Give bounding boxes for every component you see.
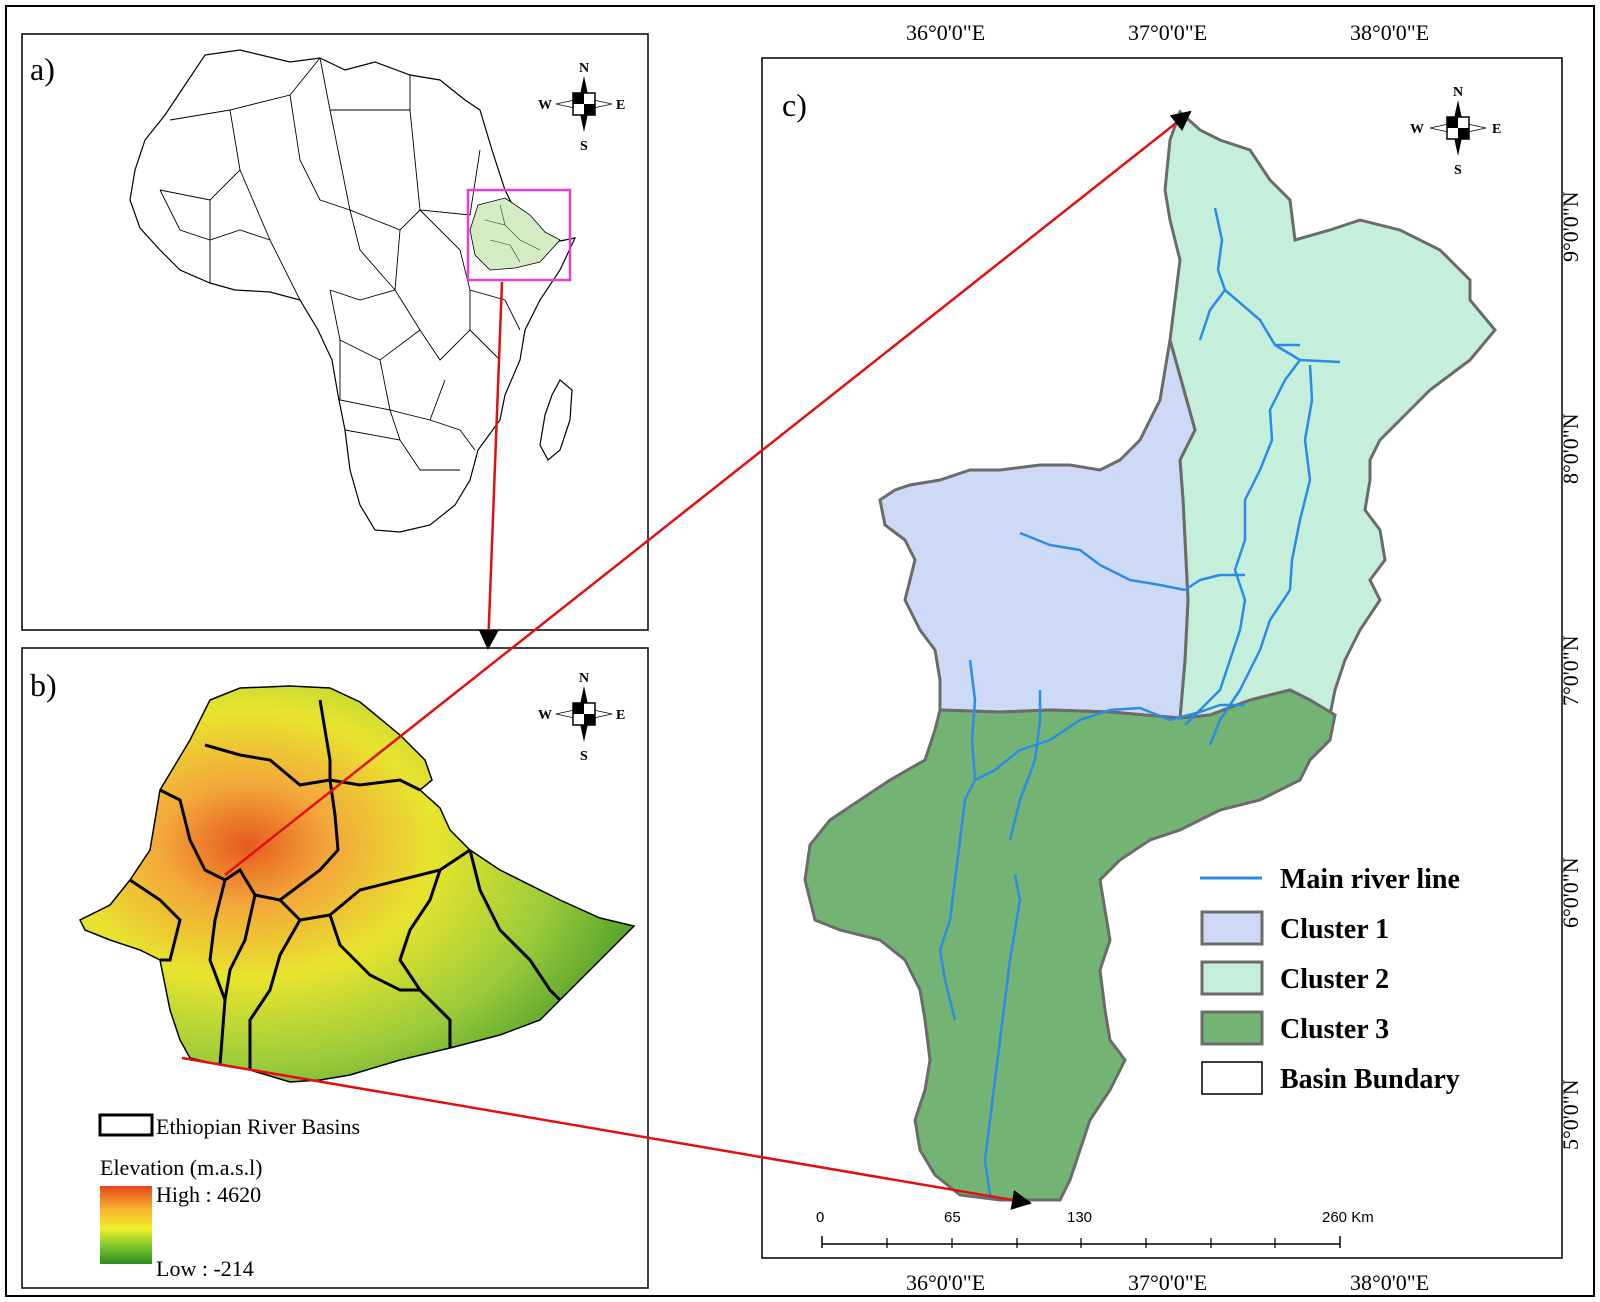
scale-label-0: 0	[816, 1209, 824, 1226]
legend-c: Main river line Cluster 1 Cluster 2 Clus…	[1200, 864, 1460, 1095]
compass-a-w: W	[538, 98, 552, 113]
main-river-lines	[938, 207, 1341, 1196]
scale-bar: 0 65 130 260 Km	[816, 1209, 1374, 1248]
right-lat-8: 8°0'0"N	[1558, 413, 1583, 484]
compass-c-e: E	[1492, 122, 1501, 137]
right-lat-9: 9°0'0"N	[1558, 191, 1583, 262]
compass-a-e: E	[616, 98, 625, 113]
compass-c-s: S	[1454, 163, 1462, 178]
legend-elevation-low: Low : -214	[156, 1256, 254, 1281]
legend-b: Ethiopian River Basins Elevation (m.a.s.…	[98, 1113, 360, 1281]
legend-elevation-high: High : 4620	[156, 1182, 261, 1207]
legend-boundary-label: Basin Bundary	[1280, 1064, 1460, 1095]
legend-cluster3-swatch	[1200, 1010, 1264, 1046]
panel-b: b) N S E	[21, 647, 649, 1289]
compass-a-n: N	[579, 61, 589, 76]
top-lon-37: 37°0'0"E	[1128, 20, 1207, 45]
inset-box	[466, 188, 572, 282]
compass-b-e: E	[616, 708, 625, 723]
scale-label-130: 130	[1067, 1209, 1092, 1226]
legend-basin-swatch	[98, 1113, 154, 1137]
compass-b-w: W	[538, 708, 552, 723]
panel-a: a)	[21, 33, 649, 631]
bottom-lon-38: 38°0'0"E	[1350, 1270, 1429, 1295]
legend-cluster2-swatch	[1200, 960, 1264, 996]
panel-a-label: a)	[30, 51, 55, 87]
arrow-b-to-c-bottom	[181, 1056, 1032, 1210]
bottom-lon-36: 36°0'0"E	[906, 1270, 985, 1295]
legend-river-label: Main river line	[1280, 864, 1460, 895]
bottom-lon-37: 37°0'0"E	[1128, 1270, 1207, 1295]
elevation-colorbar	[100, 1186, 152, 1264]
compass-c: N S E W	[1410, 85, 1501, 178]
panel-c-label: c)	[782, 87, 807, 123]
compass-b: N S E W	[538, 671, 625, 764]
panel-b-label: b)	[30, 667, 57, 703]
right-lat-5: 5°0'0"N	[1558, 1079, 1583, 1150]
scale-label-260: 260 Km	[1322, 1209, 1374, 1226]
africa-outline	[129, 49, 577, 533]
legend-cluster2-label: Cluster 2	[1280, 964, 1389, 995]
legend-cluster3-label: Cluster 3	[1280, 1014, 1389, 1045]
legend-elevation-title: Elevation (m.a.s.l)	[100, 1155, 263, 1180]
compass-a: N S E W	[538, 61, 625, 154]
figure-border	[5, 5, 1595, 1297]
ethiopia-highlight	[469, 197, 561, 271]
compass-b-n: N	[579, 671, 589, 686]
legend-basin-label: Ethiopian River Basins	[156, 1114, 360, 1139]
arrow-a-to-b	[478, 281, 504, 650]
arrow-b-to-c-top	[224, 110, 1192, 876]
compass-c-n: N	[1453, 85, 1463, 100]
ethiopian-basin-boundaries	[129, 699, 562, 1070]
cluster-1-region	[878, 339, 1197, 720]
connector-arrows	[181, 110, 1192, 1210]
compass-a-s: S	[580, 139, 588, 154]
compass-b-s: S	[580, 749, 588, 764]
country-borders	[159, 57, 521, 471]
top-lon-38: 38°0'0"E	[1350, 20, 1429, 45]
legend-cluster1-label: Cluster 1	[1280, 914, 1389, 945]
ethiopia-basin-lines	[484, 204, 541, 263]
panel-c: c) 36°0'0"E 37°0'0"E 38°0'0"E 36°0'0"E 3…	[761, 20, 1583, 1295]
right-lat-7: 7°0'0"N	[1558, 635, 1583, 706]
madagascar	[539, 379, 573, 461]
legend-boundary-swatch	[1201, 1061, 1263, 1095]
cluster-3-region	[803, 688, 1337, 1202]
legend-cluster1-swatch	[1200, 910, 1264, 946]
right-lat-6: 6°0'0"N	[1558, 857, 1583, 928]
scale-label-65: 65	[944, 1209, 961, 1226]
top-lon-36: 36°0'0"E	[906, 20, 985, 45]
compass-c-w: W	[1410, 122, 1424, 137]
